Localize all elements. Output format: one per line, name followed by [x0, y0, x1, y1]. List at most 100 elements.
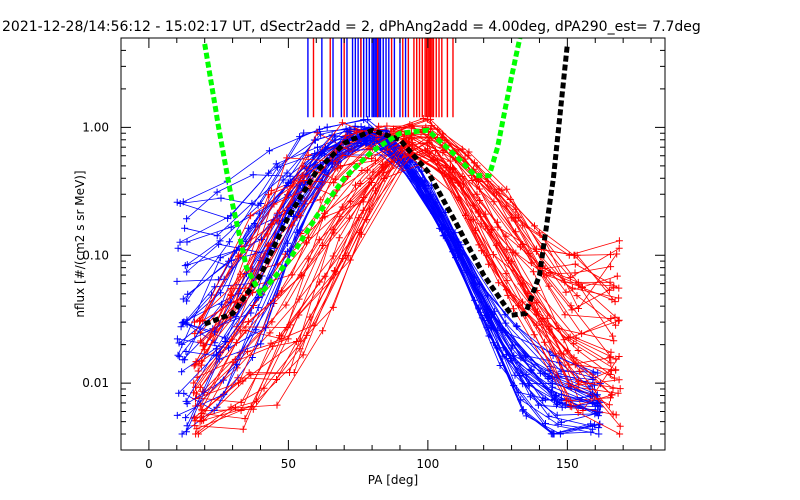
red-plus-marker [269, 342, 277, 350]
red-plus-marker [615, 376, 623, 384]
red-plus-marker [358, 167, 366, 174]
red-plus-marker [615, 294, 623, 302]
blue-plus-marker [181, 262, 189, 270]
red-plus-marker [234, 252, 242, 260]
blue-plus-marker [224, 214, 232, 222]
blue-plus-marker [173, 411, 181, 419]
red-plus-marker [503, 277, 511, 285]
chart-title: 2021-12-28/14:56:12 - 15:02:17 UT, dSect… [2, 19, 701, 35]
fit-curves [202, 38, 570, 327]
red-plus-marker [573, 292, 581, 300]
red-plus-marker [301, 197, 309, 205]
black-fit-curve [203, 43, 570, 327]
red-plus-marker [347, 197, 355, 205]
blue-plus-marker [476, 308, 484, 316]
axes-frame [120, 37, 666, 451]
red-plus-marker [296, 212, 304, 220]
red-plus-marker [510, 305, 517, 313]
red-plus-marker [609, 332, 617, 340]
blue-plus-marker [548, 388, 555, 396]
red-plus-marker [560, 336, 568, 344]
blue-plus-marker [542, 420, 549, 427]
red-plus-marker [615, 284, 623, 292]
red-plus-marker [316, 278, 324, 286]
red-plus-marker [247, 403, 255, 410]
red-plus-marker [278, 332, 286, 340]
red-plus-marker [265, 191, 272, 199]
blue-plus-marker [541, 369, 549, 377]
y-tick-label: 0.10 [82, 248, 109, 262]
blue-plus-marker [272, 160, 280, 168]
red-plus-marker [282, 301, 290, 309]
blue-plus-marker [180, 389, 188, 397]
y-tick-label: 0.01 [82, 376, 109, 390]
red-plus-marker [360, 194, 368, 201]
red-plus-marker [571, 260, 579, 268]
blue-plus-marker [254, 304, 262, 312]
red-plus-marker [369, 168, 377, 176]
blue-trace-line [187, 131, 595, 404]
blue-plus-marker [283, 169, 291, 177]
red-plus-marker [299, 351, 307, 359]
blue-plus-marker [179, 319, 187, 327]
red-plus-marker [561, 311, 569, 319]
blue-plus-marker [227, 223, 235, 231]
red-plus-marker [247, 212, 255, 220]
red-plus-marker [573, 251, 581, 259]
blue-plus-marker [182, 414, 190, 422]
red-plus-marker [191, 422, 199, 430]
blue-plus-marker [457, 241, 465, 249]
blue-plus-marker [284, 239, 292, 247]
red-plus-marker [345, 214, 353, 222]
blue-plus-marker [213, 188, 221, 196]
red-plus-marker [298, 272, 306, 280]
red-plus-marker [198, 405, 206, 413]
blue-plus-marker [183, 297, 191, 305]
red-plus-marker [612, 321, 620, 329]
red-plus-marker [329, 303, 337, 311]
red-plus-marker [408, 139, 416, 147]
red-plus-marker [273, 401, 281, 409]
red-plus-marker [342, 132, 350, 140]
blue-plus-marker [183, 400, 191, 408]
red-plus-marker [615, 316, 623, 324]
blue-plus-marker [314, 143, 321, 151]
red-plus-marker [424, 145, 431, 153]
red-plus-marker [316, 196, 324, 204]
red-plus-marker [196, 402, 204, 410]
blue-plus-marker [173, 335, 181, 343]
red-plus-marker [545, 325, 553, 333]
blue-plus-marker [286, 172, 294, 180]
red-plus-marker [495, 279, 503, 287]
green-fit-curve [202, 38, 523, 297]
blue-plus-marker [381, 126, 389, 134]
red-plus-marker [502, 270, 510, 278]
blue-plus-marker [539, 396, 547, 404]
blue-plus-marker [215, 240, 223, 248]
red-plus-marker [517, 280, 525, 288]
blue-plus-marker [257, 200, 265, 207]
red-plus-marker [503, 185, 511, 193]
red-plus-marker [615, 244, 623, 252]
blue-plus-marker [516, 372, 524, 379]
red-plus-marker [566, 274, 574, 282]
x-tick-label: 0 [145, 457, 153, 471]
blue-plus-marker [363, 139, 370, 147]
red-plus-marker [419, 115, 427, 122]
red-plus-marker [515, 213, 523, 221]
red-plus-marker [508, 258, 516, 266]
blue-plus-marker [212, 345, 220, 353]
red-plus-marker [375, 122, 383, 130]
red-plus-marker [458, 173, 466, 180]
red-plus-marker [614, 317, 622, 325]
red-plus-marker [503, 286, 510, 294]
blue-plus-marker [213, 232, 221, 240]
blue-plus-marker [173, 277, 181, 285]
red-plus-marker [428, 122, 436, 130]
red-plus-marker [368, 155, 376, 163]
red-plus-marker [266, 329, 274, 337]
red-plus-marker [607, 348, 615, 356]
red-plus-marker [610, 337, 618, 345]
y-axis-title: nflux [#/(cm2 s sr MeV)] [73, 170, 87, 317]
red-plus-marker [319, 327, 327, 335]
